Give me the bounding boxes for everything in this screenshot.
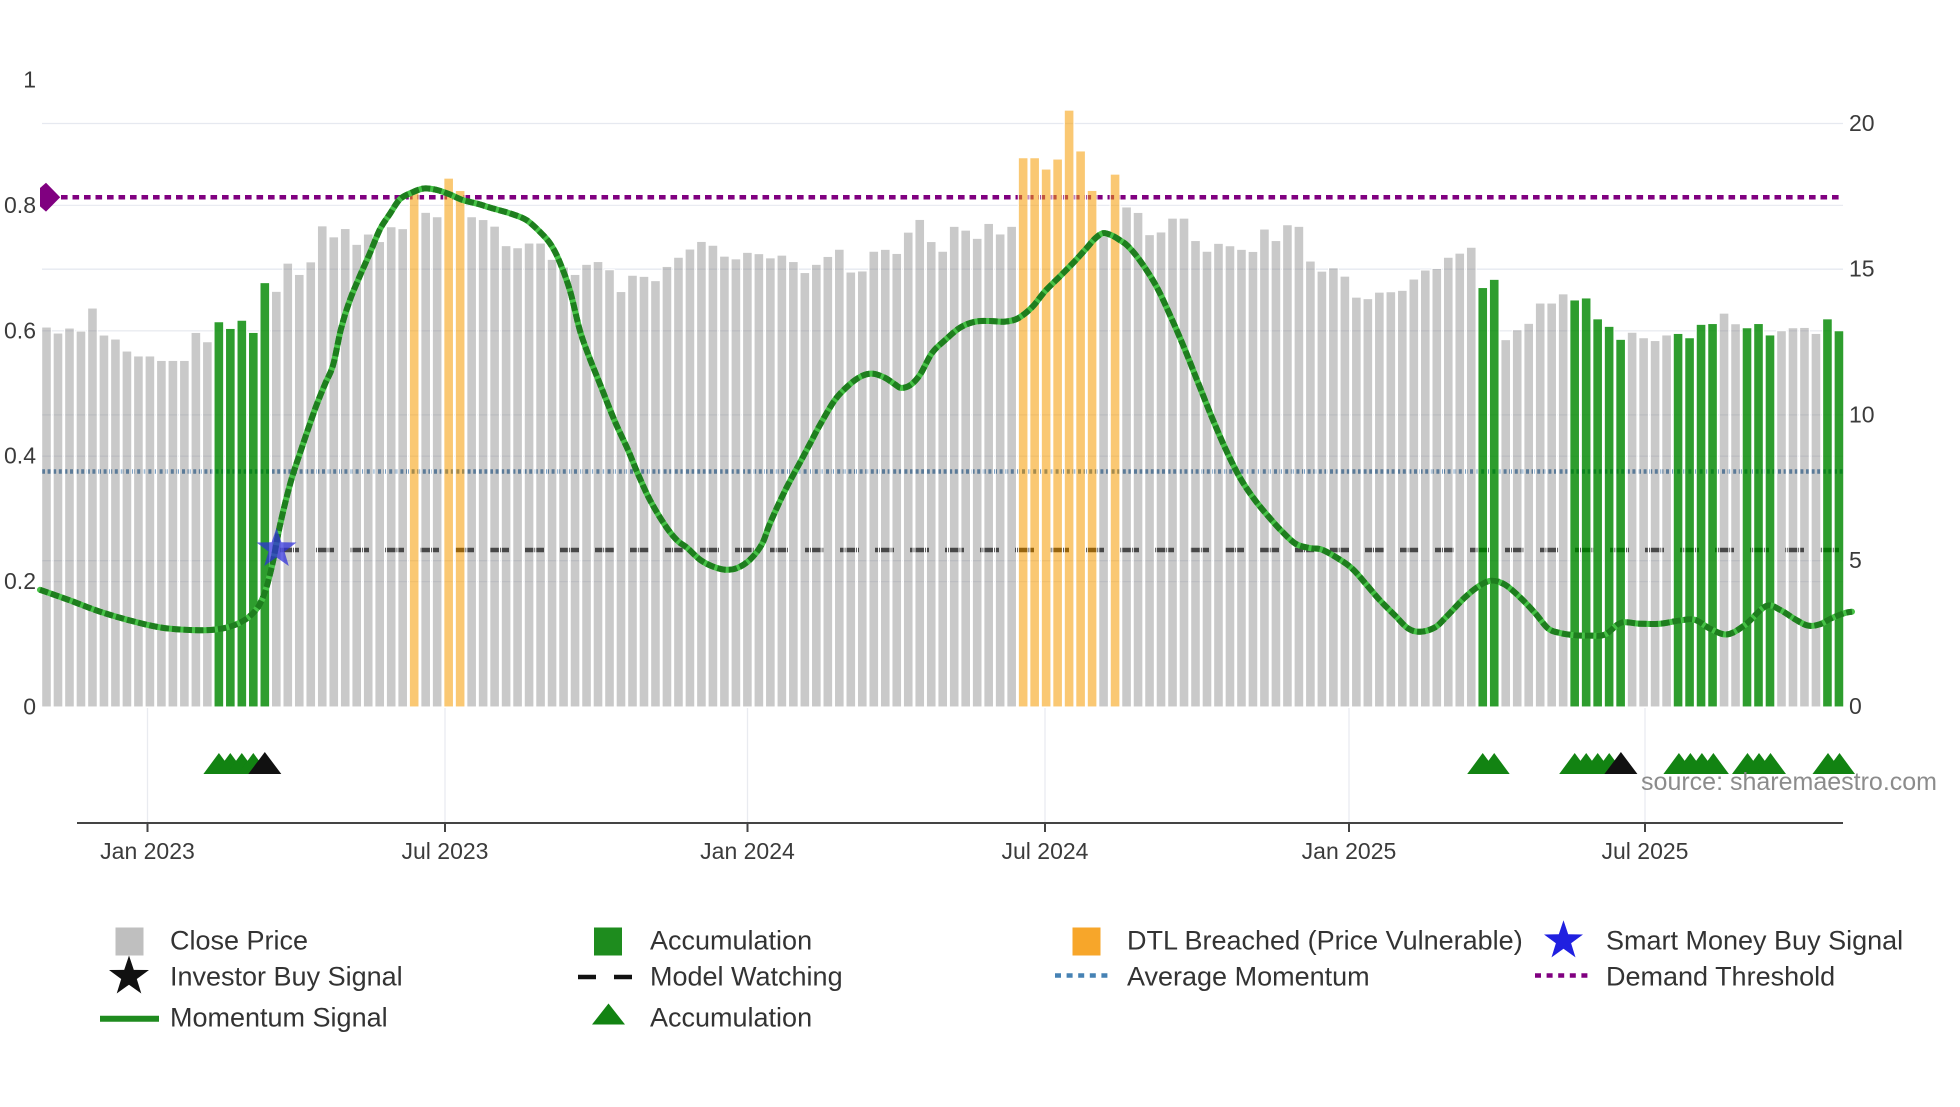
svg-text:5: 5: [1849, 547, 1862, 573]
svg-text:Momentum Signal: Momentum Signal: [170, 1003, 388, 1033]
svg-text:0: 0: [23, 694, 36, 720]
svg-text:Accumulation: Accumulation: [650, 1003, 812, 1033]
svg-text:Average Momentum: Average Momentum: [1127, 962, 1370, 992]
svg-text:10: 10: [1849, 401, 1875, 427]
svg-text:20: 20: [1849, 110, 1875, 136]
svg-text:Investor Buy Signal: Investor Buy Signal: [170, 962, 403, 992]
svg-text:0.8: 0.8: [4, 192, 36, 218]
svg-text:0.6: 0.6: [4, 317, 36, 343]
svg-text:source: sharemaestro.com: source: sharemaestro.com: [1641, 768, 1937, 796]
svg-text:Demand Threshold: Demand Threshold: [1606, 962, 1835, 992]
svg-text:Jul 2025: Jul 2025: [1602, 838, 1689, 864]
svg-text:Jan 2024: Jan 2024: [700, 838, 795, 864]
svg-text:0.4: 0.4: [4, 443, 36, 469]
svg-text:0: 0: [1849, 693, 1862, 719]
svg-text:Jul 2024: Jul 2024: [1002, 838, 1089, 864]
svg-text:Close Price: Close Price: [170, 926, 308, 956]
svg-text:Jan 2023: Jan 2023: [100, 838, 195, 864]
svg-text:1: 1: [23, 67, 36, 93]
svg-text:Model Watching: Model Watching: [650, 962, 843, 992]
svg-text:Jul 2023: Jul 2023: [402, 838, 489, 864]
svg-text:DTL Breached (Price Vulnerable: DTL Breached (Price Vulnerable): [1127, 926, 1523, 956]
svg-text:0.2: 0.2: [4, 568, 36, 594]
svg-text:Jan 2025: Jan 2025: [1302, 838, 1397, 864]
svg-text:Smart Money Buy Signal: Smart Money Buy Signal: [1606, 926, 1903, 956]
svg-text:15: 15: [1849, 256, 1875, 282]
svg-text:Accumulation: Accumulation: [650, 926, 812, 956]
